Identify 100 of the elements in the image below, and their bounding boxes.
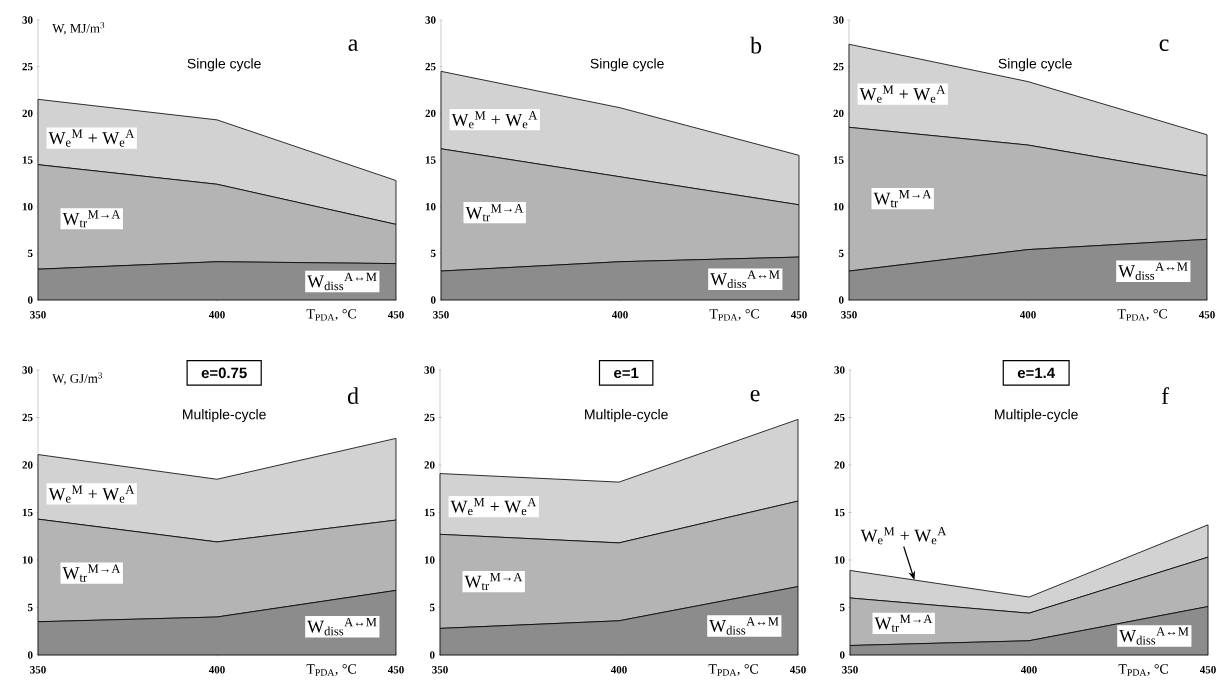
series-label: W$_{tr}$M→A [464,572,523,591]
y-tick-label: 25 [833,62,844,71]
chart-subtitle: e=1 [614,367,639,379]
x-tick-label: 450 [387,311,404,319]
x-axis-title: T$_{PDA}$, °C [1117,309,1168,321]
x-tick-label: 350 [842,666,858,674]
y-tick-label: 20 [833,109,844,118]
x-tick-label: 400 [610,666,627,674]
annotation: e [750,389,760,402]
x-tick-label: 350 [432,666,448,674]
y-tick-label: 20 [22,109,33,118]
series-label: W$_{tr}$M→A [874,614,933,632]
y-axis-title: W, GJ/m$^{3}$ [52,372,103,385]
y-tick-label: 25 [22,413,33,422]
series-label: W$_{tr}$M→A [465,204,524,222]
y-tick-label: 0 [27,296,33,304]
x-tick-label: 350 [433,311,449,319]
y-tick-label: 5 [27,603,33,612]
series-label: W$_{tr}$M→A [62,564,121,582]
x-tick-label: 450 [790,311,807,319]
y-tick-label: 10 [424,556,435,564]
annotation: b [750,36,762,54]
series-label: W$_{diss}$A↔M [307,272,377,291]
text: Multiple-cycle [995,409,1078,423]
y-tick-label: 10 [22,202,33,211]
x-tick-label: 400 [1019,311,1036,319]
annotation: a [348,39,359,51]
x-tick-label: 350 [30,311,46,319]
y-tick-label: 5 [838,249,844,257]
y-tick-label: 10 [22,556,33,564]
text: Single cycle [590,58,664,72]
y-tick-label: 25 [425,62,436,71]
y-tick-label: 20 [424,461,435,469]
x-tick-label: 450 [387,666,404,674]
y-tick-label: 25 [22,62,33,71]
y-tick-label: 5 [27,249,33,257]
y-tick-label: 10 [833,202,844,211]
series-label: W$_{diss}$A↔M [1119,627,1189,645]
x-tick-label: 400 [208,311,225,319]
y-tick-label: 30 [424,366,435,374]
x-tick-label: 400 [611,311,628,319]
series-label: W$_{diss}$A↔M [1118,262,1188,280]
y-tick-label: 15 [424,508,435,517]
series-label: W$_{e}$$^{M}$ + W$_{e}$A [451,111,538,129]
y-tick-label: 15 [425,156,436,164]
x-tick-label: 350 [841,311,857,319]
y-tick-label: 5 [839,603,845,612]
y-tick-label: 10 [425,202,436,211]
y-tick-label: 25 [834,413,845,422]
series-label: W$_{diss}$A↔M [709,617,779,635]
x-tick-label: 400 [208,666,225,674]
series-label: W$_{diss}$A↔M [710,270,780,288]
y-tick-label: 20 [834,461,845,469]
y-tick-label: 15 [22,156,33,164]
text: Multiple-cycle [183,409,266,423]
y-tick-label: 30 [425,16,436,24]
series-label: W$_{e}$$^{M}$ + W$_{e}$A [48,485,135,503]
series-label: W$_{tr}$M→A [62,210,121,228]
x-tick-label: 350 [30,666,46,674]
chart-subtitle: e=0.75 [201,367,247,379]
y-tick-label: 20 [22,461,33,469]
series-label: W$_{e}$$^{M}$ + W$_{e}$A [860,527,947,545]
text: Single cycle [998,58,1072,72]
y-tick-label: 0 [429,651,435,659]
y-tick-label: 5 [429,603,435,612]
x-tick-label: 450 [789,666,806,674]
x-axis-title: T$_{PDA}$, °C [709,309,759,321]
series-label: W$_{tr}$M→A [873,190,932,208]
y-tick-label: 30 [834,366,845,374]
x-tick-label: 450 [1198,311,1215,319]
x-axis-title: T$_{PDA}$, °C [1118,664,1169,676]
y-tick-label: 25 [424,413,435,422]
annotation: d [347,387,359,405]
y-tick-label: 15 [834,508,845,517]
series-label: W$_{e}$$^{M}$ + W$_{e}$A [450,497,537,516]
chart-subtitle: e=1.4 [1017,367,1055,379]
y-tick-label: 20 [425,109,436,118]
y-tick-label: 15 [22,508,33,517]
y-tick-label: 0 [838,296,844,304]
x-tick-label: 400 [1020,666,1037,674]
y-tick-label: 30 [22,16,33,24]
y-tick-label: 5 [430,249,436,257]
y-tick-label: 0 [839,651,845,659]
series-label: W$_{diss}$A↔M [307,617,377,636]
x-axis-title: T$_{PDA}$, °C [306,309,356,321]
y-tick-label: 30 [833,16,844,24]
y-tick-label: 10 [834,556,845,564]
y-tick-label: 30 [22,366,33,374]
x-axis-title: T$_{PDA}$, °C [708,664,758,676]
x-tick-label: 450 [1199,666,1216,674]
text: Single cycle [187,58,261,72]
y-axis-title: W, MJ/m$^{3}$ [52,22,105,35]
series-label: W$_{e}$$^{M}$ + W$_{e}$A [48,129,135,147]
annotation: f [1161,387,1170,405]
series-label: W$_{e}$$^{M}$ + W$_{e}$A [859,85,946,103]
y-tick-label: 0 [27,651,33,659]
x-axis-title: T$_{PDA}$, °C [306,664,356,676]
y-tick-label: 15 [833,156,844,164]
annotation: c [1159,39,1169,51]
text: Multiple-cycle [585,409,668,423]
